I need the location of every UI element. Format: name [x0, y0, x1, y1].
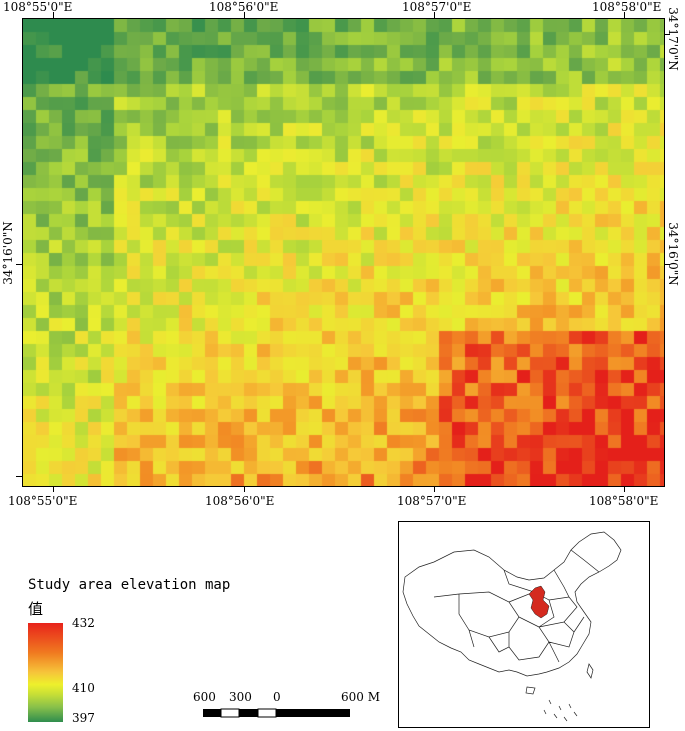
legend-title: Study area elevation map [28, 577, 231, 593]
lon-label-bottom-4: 108°58'0"E [589, 494, 659, 508]
country-outline [402, 531, 622, 677]
china-outline-map [402, 531, 622, 722]
tick-bottom-3 [434, 486, 435, 492]
tick-top-1 [53, 12, 54, 18]
taiwan-island [586, 663, 594, 679]
tick-right-2 [664, 264, 670, 265]
legend-field-label: 值 [28, 600, 44, 618]
legend-min-value: 397 [72, 711, 95, 725]
elevation-raster-map[interactable] [22, 18, 665, 487]
lon-label-top-2: 108°56'0"E [209, 0, 279, 14]
highlighted-province [528, 585, 550, 619]
tick-bottom-2 [244, 486, 245, 492]
scalebar-label-0: 0 [273, 690, 281, 704]
lat-label-right-2: 34°16'0"N [665, 222, 680, 286]
legend-mid-value: 410 [72, 681, 95, 695]
lon-label-bottom-3: 108°57'0"E [397, 494, 467, 508]
tick-top-2 [244, 12, 245, 18]
scalebar-seg-1 [203, 709, 221, 717]
lon-label-bottom-1: 108°55'0"E [8, 494, 78, 508]
lon-label-top-3: 108°57'0"E [402, 0, 472, 14]
lat-label-right-1: 34°17'0"N [665, 7, 680, 71]
tick-right-1 [664, 34, 670, 35]
scalebar-label-600-left: 600 [193, 690, 216, 704]
legend-max-value: 432 [72, 616, 95, 630]
scalebar-label-600m: 600 M [341, 690, 381, 704]
scalebar-seg-5 [276, 709, 350, 717]
lon-label-top-1: 108°55'0"E [3, 0, 73, 14]
inset-locator-map [398, 521, 650, 728]
legend-color-ramp [28, 623, 63, 722]
scalebar-label-300: 300 [229, 690, 252, 704]
hainan-island [525, 686, 536, 695]
lon-label-bottom-2: 108°56'0"E [205, 494, 275, 508]
tick-bottom-1 [53, 486, 54, 492]
lat-label-left: 34°16'0"N [0, 221, 15, 285]
tick-top-3 [434, 12, 435, 18]
tick-top-4 [624, 12, 625, 18]
scalebar-seg-3 [239, 709, 258, 717]
tick-bottom-4 [624, 486, 625, 492]
scalebar-seg-4 [257, 708, 277, 718]
tick-left-2 [16, 476, 22, 477]
province-lines [433, 549, 600, 663]
elevation-raster [23, 19, 664, 486]
south-sea-islands [543, 699, 578, 722]
scalebar-seg-2 [220, 708, 240, 718]
tick-left-1 [16, 264, 22, 265]
lon-label-top-4: 108°58'0"E [592, 0, 662, 14]
